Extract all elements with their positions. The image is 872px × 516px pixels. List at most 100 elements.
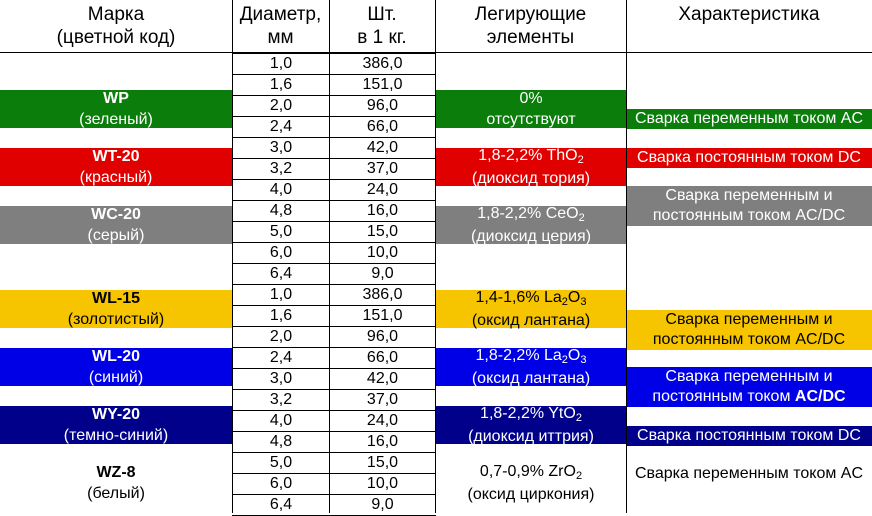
header-pieces: Шт. в 1 кг.	[329, 0, 435, 53]
diameter-cell: 5,0	[269, 454, 293, 471]
grid-hline	[232, 74, 436, 75]
pieces-cell: 66,0	[366, 118, 399, 135]
alloy-formula: 1,8-2,2% YtO2	[480, 405, 582, 424]
grid-hline	[232, 326, 436, 327]
pieces-cell: 15,0	[366, 223, 399, 240]
grid-hline	[232, 242, 436, 243]
brand-wl20: WL-20 (синий)	[0, 348, 232, 386]
char-ac-green: Сварка переменным током AC	[626, 109, 872, 129]
diameter-cell: 5,0	[269, 223, 293, 240]
diameter-cell: 4,0	[269, 412, 293, 429]
pieces-cell: 66,0	[366, 349, 399, 366]
alloy-formula: 0,7-0,9% ZrO2	[479, 463, 583, 482]
grid-vline	[232, 0, 233, 513]
grid-hline	[0, 52, 872, 53]
grid-hline	[232, 389, 436, 390]
alloy-formula: 1,8-2,2% La2O3	[475, 347, 587, 366]
brand-wt20: WT-20 (красный)	[0, 148, 232, 186]
diameter-cell: 2,4	[269, 349, 293, 366]
pieces-cell: 386,0	[362, 55, 403, 72]
diameter-cell: 2,0	[269, 97, 293, 114]
char-acdc-gray: Сварка переменным и постоянным током AC/…	[626, 186, 872, 226]
brand-color-name: (красный)	[79, 169, 153, 186]
brand-name: WL-15	[92, 290, 140, 307]
pieces-cell: 16,0	[366, 433, 399, 450]
diameter-cell: 1,6	[269, 307, 293, 324]
alloy-formula: 1,8-2,2% CeO2	[477, 205, 585, 224]
header-characteristics-label: Характеристика	[678, 4, 820, 25]
diameter-cell: 3,0	[269, 370, 293, 387]
brand-wp: WP (зеленый)	[0, 90, 232, 128]
alloy-desc: (диоксид церия)	[470, 228, 592, 245]
alloy-formula: 1,8-2,2% ThO2	[478, 147, 584, 166]
diameter-cell: 2,0	[269, 328, 293, 345]
diameter-cell: 1,0	[269, 55, 293, 72]
header-brand-line1: Марка	[87, 4, 145, 25]
grid-hline	[232, 53, 436, 54]
grid-vline	[626, 0, 627, 513]
grid-hline	[232, 116, 436, 117]
pieces-cell: 42,0	[366, 370, 399, 387]
alloy-wl20: 1,8-2,2% La2O3 (оксид лантана)	[436, 347, 626, 387]
grid-hline	[232, 494, 436, 495]
brand-wy20: WY-20 (темно-синий)	[0, 406, 232, 444]
header-diameter: Диаметр, мм	[232, 0, 329, 53]
diameter-cell: 3,0	[269, 139, 293, 156]
pieces-cell: 96,0	[366, 328, 399, 345]
grid-hline	[232, 95, 436, 96]
header-pieces-line2: в 1 кг.	[357, 27, 407, 48]
grid-hline	[232, 179, 436, 180]
alloy-desc: (оксид циркония)	[467, 486, 595, 503]
pieces-cell: 42,0	[366, 139, 399, 156]
header-brand: Марка (цветной код)	[0, 0, 232, 53]
alloy-wc20: 1,8-2,2% CeO2 (диоксид церия)	[436, 205, 626, 245]
grid-vline	[329, 0, 330, 513]
pieces-cell: 151,0	[362, 307, 403, 324]
brand-name: WL-20	[92, 348, 140, 365]
grid-vline	[435, 0, 436, 513]
pieces-cell: 151,0	[362, 76, 403, 93]
pieces-cell: 24,0	[366, 412, 399, 429]
alloy-wy20: 1,8-2,2% YtO2 (диоксид иттрия)	[436, 405, 626, 445]
grid-hline	[232, 368, 436, 369]
brand-name: WY-20	[91, 406, 140, 423]
brand-color-name: (зеленый)	[79, 111, 153, 128]
header-diameter-line2: мм	[267, 27, 294, 48]
brand-wl15: WL-15 (золотистый)	[0, 290, 232, 328]
grid-hline	[232, 284, 436, 285]
pieces-cell: 16,0	[366, 202, 399, 219]
grid-hline	[232, 137, 436, 138]
grid-hline	[232, 431, 436, 432]
header-pieces-line1: Шт.	[367, 4, 397, 25]
pieces-cell: 9,0	[371, 265, 394, 282]
char-acdc-blue: Сварка переменным и постоянным током AC/…	[626, 367, 872, 407]
diameter-cell: 2,4	[269, 118, 293, 135]
diameter-cell: 4,0	[269, 181, 293, 198]
alloy-wp: 0% отсутствуют	[436, 90, 626, 128]
header-diameter-line1: Диаметр,	[239, 4, 322, 25]
brand-color-name: (серый)	[87, 227, 145, 244]
brand-color-name: (золотистый)	[67, 311, 165, 328]
grid-hline	[232, 158, 436, 159]
alloy-wt20: 1,8-2,2% ThO2 (диоксид тория)	[436, 147, 626, 187]
header-alloy-line2: элементы	[486, 27, 575, 48]
brand-name: WT-20	[92, 148, 140, 165]
header-alloy-line1: Легирующие	[474, 4, 587, 25]
alloy-desc: (диоксид иттрия)	[468, 428, 594, 445]
diameter-cell: 4,8	[269, 433, 293, 450]
grid-hline	[232, 410, 436, 411]
header-brand-line2: (цветной код)	[56, 27, 176, 48]
grid-hline	[232, 263, 436, 264]
grid-hline	[232, 305, 436, 306]
diameter-cell: 6,4	[269, 265, 293, 282]
pieces-cell: 96,0	[366, 97, 399, 114]
pieces-cell: 10,0	[366, 244, 399, 261]
pieces-cell: 24,0	[366, 181, 399, 198]
header-alloy: Легирующие элементы	[435, 0, 626, 53]
alloy-desc: (диоксид тория)	[471, 170, 591, 187]
brand-name: WP	[103, 90, 129, 107]
diameter-cell: 3,2	[269, 391, 293, 408]
diameter-cell: 6,0	[269, 244, 293, 261]
diameter-cell: 6,4	[269, 496, 293, 513]
pieces-cell: 37,0	[366, 160, 399, 177]
